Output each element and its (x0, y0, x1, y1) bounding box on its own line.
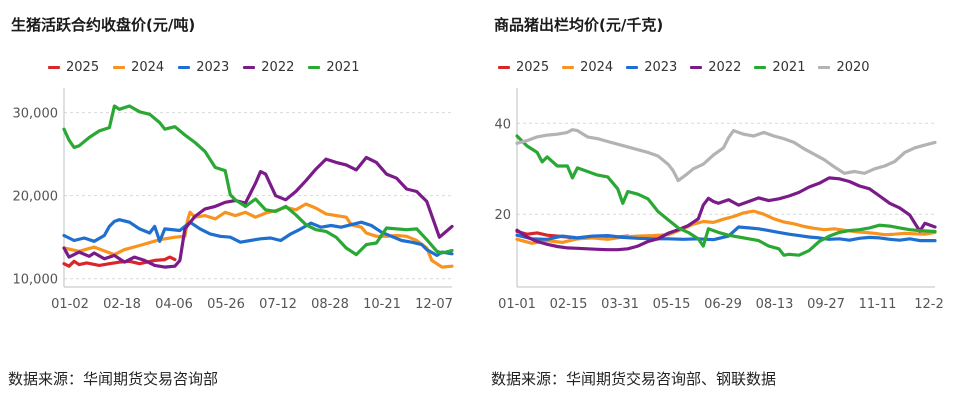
series-line-2021[interactable] (515, 134, 937, 257)
legend-swatch (308, 66, 321, 69)
legend-label: 2021 (772, 60, 806, 75)
x-tick-label: 02-18 (103, 297, 141, 312)
legend-item-2024[interactable]: 2024 (113, 60, 164, 75)
series-line-2023[interactable] (62, 218, 454, 257)
line-chart-hog-avg-price: 20 40 01-01 02-15 03-31 05-15 06-29 08-13 09-27 1… (494, 88, 944, 312)
x-tick-label: 07-12 (259, 297, 297, 312)
y-tick-label: 30,000 (13, 107, 59, 122)
legend-item-2023[interactable]: 2023 (626, 60, 677, 75)
x-tick-label: 12-2 (914, 297, 944, 312)
chart-title: 商品猪出栏均价(元/千克) (494, 16, 664, 34)
x-tick-label: 01-01 (498, 297, 536, 312)
series-line-2020[interactable] (515, 128, 937, 183)
x-tick-label: 11-11 (859, 297, 897, 312)
chart-legend: 2025 2024 2023 2022 2021 2020 (498, 60, 870, 75)
line-chart-hog-futures: 10,000 20,000 30,000 01-02 02-18 04-06 05-26 07… (13, 88, 454, 312)
chart-title: 生猪活跃合约收盘价(元/吨) (11, 16, 196, 34)
x-tick-label: 01-02 (51, 297, 89, 312)
x-tick-label: 10-21 (363, 297, 401, 312)
legend-item-2021[interactable]: 2021 (308, 60, 359, 75)
legend-label: 2023 (644, 60, 678, 75)
legend-item-2023[interactable]: 2023 (178, 60, 229, 75)
legend-label: 2022 (261, 60, 295, 75)
x-tick-label: 08-13 (756, 297, 794, 312)
x-tick-label: 06-29 (704, 297, 742, 312)
x-tick-label: 05-26 (207, 297, 245, 312)
legend-swatch (48, 66, 60, 69)
x-tick-label: 05-15 (653, 297, 691, 312)
series-line-2024[interactable] (515, 209, 937, 245)
x-tick-label: 08-28 (311, 297, 349, 312)
legend-label: 2025 (66, 60, 100, 75)
legend-label: 2022 (708, 60, 742, 75)
legend-swatch (498, 66, 510, 69)
legend-label: 2024 (131, 60, 165, 75)
legend-item-2025[interactable]: 2025 (48, 60, 99, 75)
legend-label: 2021 (326, 60, 360, 75)
series-line-2021[interactable] (62, 104, 454, 257)
x-tick-label: 03-31 (601, 297, 639, 312)
legend-label: 2020 (836, 60, 870, 75)
y-tick-label: 20 (494, 208, 511, 223)
legend-item-2024[interactable]: 2024 (562, 60, 613, 75)
legend-swatch (562, 66, 575, 69)
chart-legend: 2025 2024 2023 2022 2021 (48, 60, 359, 75)
legend-item-2020[interactable]: 2020 (818, 60, 870, 75)
y-tick-label: 10,000 (13, 273, 59, 288)
chart-panel-hog-avg-price: 商品猪出栏均价(元/千克) 2025 2024 2023 2022 2021 2… (483, 0, 953, 403)
y-tick-label: 40 (494, 117, 511, 132)
legend-swatch (626, 66, 639, 69)
data-source-note: 数据来源：华闻期货交易咨询部 (8, 370, 219, 388)
legend-item-2021[interactable]: 2021 (754, 60, 805, 75)
x-tick-label: 12-07 (415, 297, 453, 312)
legend-swatch (113, 66, 126, 69)
x-tick-label: 09-27 (807, 297, 845, 312)
data-source-note: 数据来源：华闻期货交易咨询部、钢联数据 (491, 370, 777, 388)
legend-label: 2023 (196, 60, 230, 75)
legend-item-2022[interactable]: 2022 (690, 60, 741, 75)
x-tick-label: 02-15 (550, 297, 588, 312)
x-tick-label: 04-06 (155, 297, 193, 312)
legend-swatch (754, 66, 767, 69)
legend-item-2022[interactable]: 2022 (243, 60, 294, 75)
chart-panel-live-hog-futures: 生猪活跃合约收盘价(元/吨) 2025 2024 2023 2022 2021 … (0, 0, 470, 403)
legend-swatch (818, 66, 831, 69)
legend-item-2025[interactable]: 2025 (498, 60, 549, 75)
series-line-2022[interactable] (515, 176, 937, 252)
legend-swatch (178, 66, 191, 69)
series-line-2025[interactable] (62, 255, 177, 268)
series-line-2022[interactable] (62, 155, 454, 269)
y-tick-label: 20,000 (13, 190, 59, 205)
series-line-2023[interactable] (515, 225, 937, 243)
legend-label: 2024 (580, 60, 614, 75)
legend-swatch (690, 66, 703, 69)
legend-label: 2025 (516, 60, 550, 75)
legend-swatch (243, 66, 256, 69)
